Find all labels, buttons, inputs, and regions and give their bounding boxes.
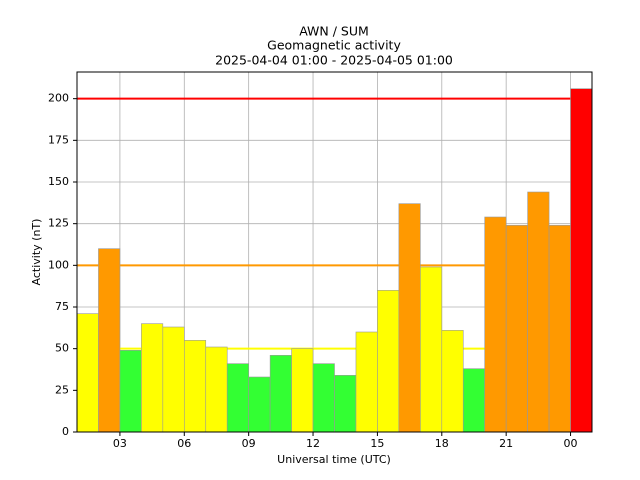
bar [76, 313, 99, 433]
x-tick-label: 00 [564, 437, 578, 450]
x-axis-label: Universal time (UTC) [277, 453, 391, 466]
bar [377, 290, 400, 433]
y-tick-label: 100 [48, 258, 69, 271]
chart-date-range: 2025-04-04 01:00 - 2025-04-05 01:00 [215, 53, 453, 68]
bar [398, 203, 421, 433]
bar [312, 363, 335, 433]
plot-frame [76, 71, 593, 433]
x-tick-label: 18 [435, 437, 449, 450]
x-tick-label: 21 [499, 437, 513, 450]
y-tick-label: 125 [48, 217, 69, 230]
bar [420, 266, 443, 433]
chart-subtitle: Geomagnetic activity [267, 38, 401, 53]
bar [248, 376, 271, 433]
y-tick-label: 50 [55, 342, 69, 355]
x-tick-label: 06 [177, 437, 191, 450]
x-tick-label: 09 [242, 437, 256, 450]
y-tick-label: 200 [48, 92, 69, 105]
bar [462, 368, 486, 433]
bar [484, 216, 507, 433]
bar [570, 88, 593, 433]
bar [291, 348, 314, 433]
bar [548, 225, 571, 433]
y-tick-label: 150 [48, 175, 69, 188]
y-axis-label: Activity (nT) [30, 219, 43, 286]
x-tick-label: 12 [306, 437, 320, 450]
y-tick-label: 0 [62, 425, 69, 438]
bar [205, 346, 228, 433]
y-tick-label: 175 [48, 133, 69, 146]
bar [505, 225, 528, 433]
bar [441, 330, 464, 433]
bar [183, 340, 207, 433]
bar [527, 191, 550, 433]
y-tick-label: 75 [55, 300, 69, 313]
bar [226, 363, 249, 433]
bar [269, 355, 292, 433]
bar [355, 331, 378, 433]
x-tick-label: 03 [113, 437, 127, 450]
x-tick-label: 15 [370, 437, 384, 450]
y-tick-label: 25 [55, 383, 69, 396]
bar [334, 375, 357, 433]
bar [98, 248, 121, 433]
bar [141, 323, 164, 433]
bar [119, 350, 142, 433]
chart-title: AWN / SUM [299, 24, 369, 39]
bar [162, 326, 185, 433]
